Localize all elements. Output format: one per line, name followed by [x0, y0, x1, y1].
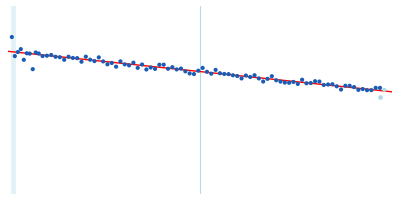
Point	[178, 67, 184, 70]
Point	[74, 57, 80, 60]
Point	[234, 74, 240, 78]
Point	[368, 89, 374, 92]
Point	[91, 60, 98, 63]
Point	[200, 66, 206, 70]
Point	[260, 80, 266, 83]
Point	[143, 68, 150, 71]
Point	[104, 63, 111, 66]
Point	[152, 67, 158, 71]
Point	[230, 74, 236, 77]
Point	[48, 53, 54, 57]
Point	[96, 56, 102, 59]
Point	[44, 54, 50, 57]
Point	[30, 68, 36, 71]
Point	[24, 52, 30, 55]
Point	[36, 52, 42, 55]
Point	[87, 58, 93, 61]
Point	[225, 73, 232, 76]
Point	[273, 79, 279, 82]
Point	[251, 74, 258, 77]
Point	[195, 69, 202, 72]
Point	[122, 63, 128, 66]
Point	[57, 56, 63, 59]
Point	[208, 72, 214, 75]
Point	[355, 88, 362, 91]
Point	[320, 83, 327, 87]
Point	[130, 61, 137, 64]
Point	[39, 54, 46, 58]
Point	[360, 87, 366, 91]
Point	[134, 66, 141, 69]
Point	[351, 85, 357, 89]
Point	[186, 72, 193, 75]
Point	[256, 77, 262, 80]
Point	[269, 75, 275, 78]
Point	[160, 63, 167, 66]
Point	[238, 77, 245, 80]
Point	[299, 78, 305, 81]
Point	[148, 66, 154, 69]
Point	[139, 63, 145, 66]
Point	[294, 82, 301, 86]
Point	[277, 80, 284, 83]
Point	[329, 83, 336, 86]
Point	[9, 35, 15, 39]
Point	[169, 66, 176, 69]
Point	[20, 58, 27, 61]
Point	[165, 67, 171, 70]
Point	[286, 81, 292, 84]
Point	[243, 74, 249, 77]
Point	[117, 60, 124, 63]
Point	[113, 65, 119, 68]
Point	[182, 70, 188, 73]
Point	[334, 85, 340, 88]
Point	[156, 63, 162, 66]
Point	[221, 72, 228, 76]
Point	[212, 68, 219, 71]
Point	[15, 50, 21, 54]
Point	[204, 70, 210, 73]
Point	[316, 80, 323, 83]
Point	[247, 75, 254, 79]
Point	[312, 80, 318, 83]
Point	[342, 84, 348, 87]
Point	[325, 83, 331, 86]
Point	[174, 68, 180, 71]
Point	[377, 96, 384, 99]
Point	[12, 54, 18, 58]
Point	[61, 58, 67, 61]
Point	[346, 84, 353, 87]
Point	[18, 48, 24, 51]
Point	[264, 77, 271, 80]
Point	[338, 88, 344, 91]
Point	[32, 51, 39, 54]
Point	[83, 55, 89, 58]
Point	[100, 60, 106, 63]
Point	[52, 55, 59, 58]
Point	[26, 52, 33, 55]
Point	[108, 61, 115, 65]
Point	[290, 80, 297, 84]
Point	[377, 86, 383, 89]
Point	[381, 88, 388, 91]
Point	[364, 89, 370, 92]
Point	[191, 72, 197, 76]
Point	[372, 86, 379, 89]
Point	[308, 81, 314, 85]
Point	[65, 55, 72, 58]
Point	[217, 72, 223, 75]
Point	[70, 56, 76, 60]
Point	[282, 81, 288, 84]
Point	[303, 82, 310, 85]
Point	[126, 64, 132, 67]
Point	[78, 60, 85, 63]
